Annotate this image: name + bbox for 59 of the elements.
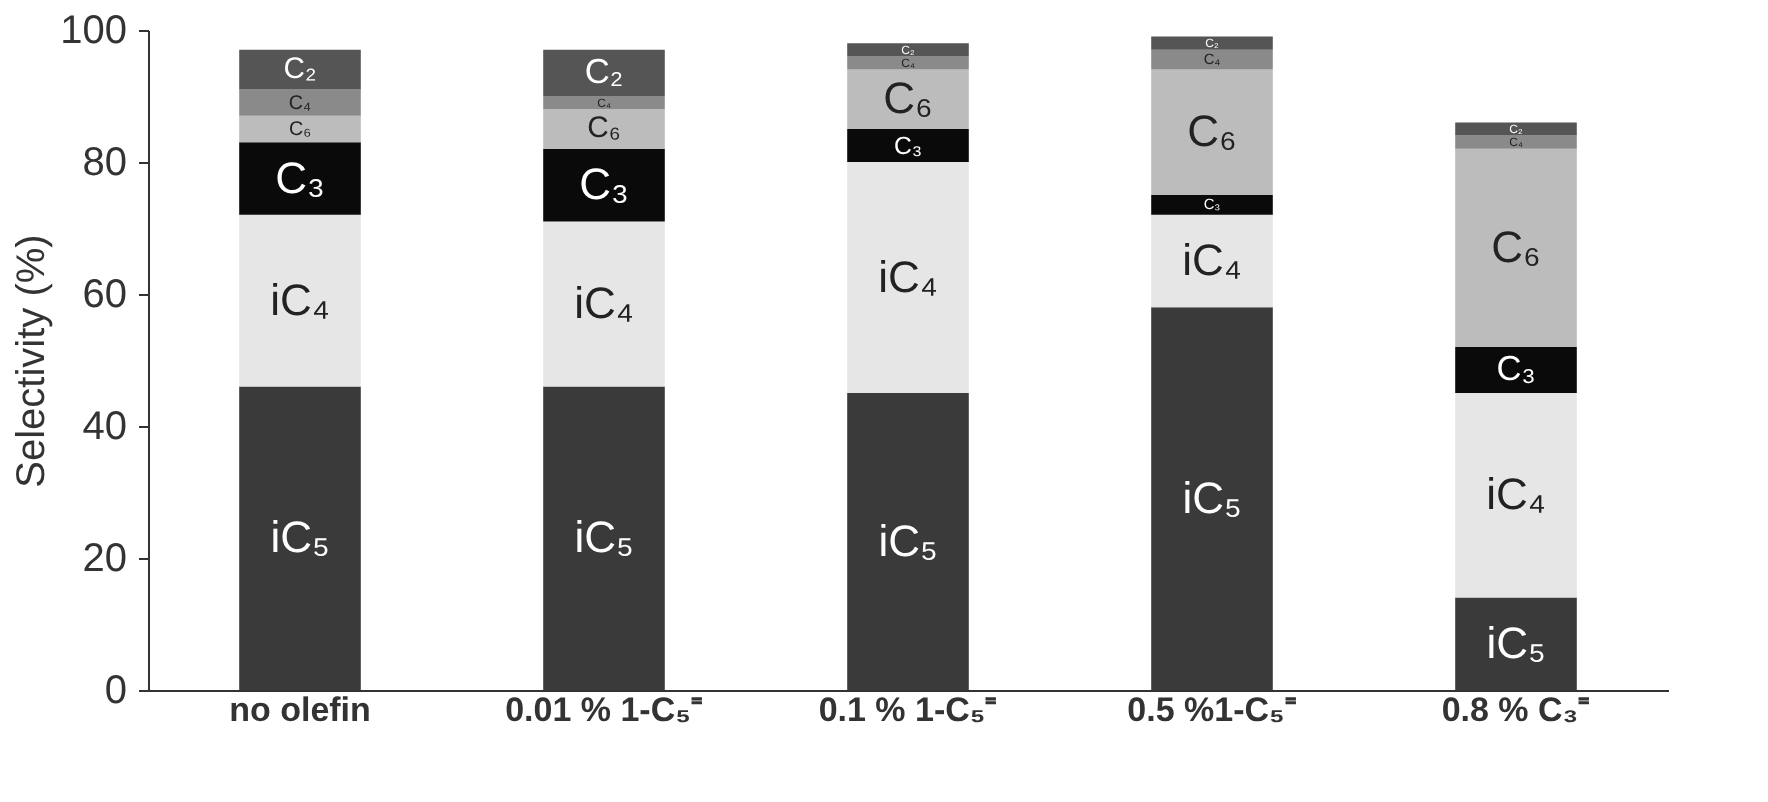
- bar: [1455, 122, 1577, 136]
- bar: [1455, 346, 1577, 393]
- bar: [543, 96, 665, 110]
- text: C₄: [288, 92, 312, 115]
- bar: [543, 109, 665, 149]
- text: C₆: [1187, 106, 1237, 157]
- bar: [1151, 214, 1273, 308]
- bar: [543, 221, 665, 387]
- bar: [239, 142, 361, 215]
- text: iC₅: [574, 512, 634, 563]
- x-tick-label: no olefin: [229, 691, 371, 729]
- text: iC₄: [574, 277, 634, 328]
- series-label: iC₅: [1486, 617, 1546, 668]
- bar: [847, 129, 969, 162]
- text: iC₅: [270, 512, 330, 563]
- bar: [847, 56, 969, 70]
- bar: [239, 115, 361, 143]
- bar: [1455, 135, 1577, 149]
- series-label: iC₄: [1182, 235, 1242, 285]
- series-label: C₂: [584, 50, 624, 91]
- text: iC₄: [1486, 469, 1546, 520]
- text: C₃: [1496, 347, 1536, 388]
- y-tick-label: 0: [104, 669, 127, 713]
- text: iC₅: [878, 515, 938, 566]
- text: C₆: [587, 113, 621, 145]
- bar: [239, 89, 361, 116]
- text: C₃: [579, 159, 629, 210]
- bar: [1455, 393, 1577, 598]
- text: iC₅: [1182, 472, 1242, 523]
- y-tick-label: 40: [82, 405, 127, 449]
- series-label: C₆: [288, 119, 312, 141]
- bar: [847, 162, 969, 393]
- y-tick-label: 20: [82, 537, 127, 581]
- text: C₆: [1491, 221, 1541, 272]
- bar: [239, 49, 361, 90]
- text: C₂: [283, 53, 317, 86]
- text: C₃: [275, 152, 325, 203]
- x-tick-label: 0.5 %1-C₅⁼: [1127, 691, 1297, 729]
- bar: [1151, 195, 1273, 215]
- bar: [1151, 36, 1273, 50]
- bar: [847, 43, 969, 57]
- bar: [1151, 49, 1273, 70]
- text: C₃: [894, 131, 922, 160]
- x-tick-label: 0.1 % 1-C₅⁼: [818, 691, 998, 729]
- text: C₆: [883, 73, 933, 124]
- bar: [1455, 148, 1577, 347]
- y-tick-label: 100: [60, 9, 127, 53]
- bar: [239, 214, 361, 387]
- y-axis-title: Selectivity (%): [10, 234, 55, 488]
- bar: [1151, 69, 1273, 195]
- bar: [543, 49, 665, 96]
- bar: [543, 148, 665, 222]
- bar: [847, 69, 969, 129]
- text: iC₄: [878, 251, 938, 302]
- text: iC₄: [270, 274, 330, 325]
- x-tick-label: 0.8 % C₃⁼: [1441, 691, 1591, 729]
- x-tick-label: 0.01 % 1-C₅⁼: [505, 691, 703, 729]
- y-tick-label: 80: [82, 141, 127, 185]
- y-tick-label: 60: [82, 273, 127, 317]
